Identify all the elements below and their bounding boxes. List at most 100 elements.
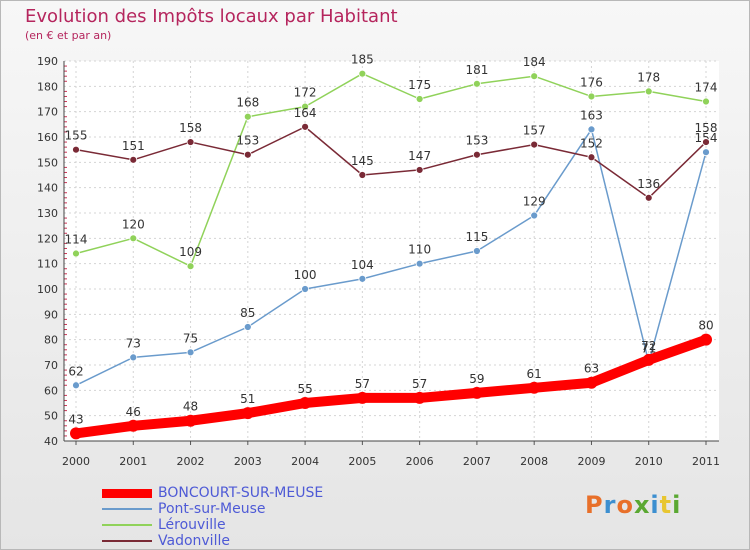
data-point-pont-sur-meuse bbox=[530, 211, 539, 220]
data-label-pont-sur-meuse: 85 bbox=[240, 306, 255, 320]
data-point-boncourt-sur-meuse bbox=[184, 414, 197, 427]
data-point-pont-sur-meuse bbox=[473, 247, 481, 255]
legend-label: BONCOURT-SUR-MEUSE bbox=[158, 485, 324, 501]
y-tick-label: 110 bbox=[37, 258, 58, 271]
y-tick-label: 180 bbox=[37, 80, 58, 93]
data-label-boncourt-sur-meuse: 61 bbox=[527, 367, 542, 381]
data-label-vadonville: 136 bbox=[637, 177, 660, 191]
data-label-lerouville: 120 bbox=[122, 217, 145, 231]
logo-letter: i bbox=[650, 491, 660, 519]
data-label-pont-sur-meuse: 73 bbox=[126, 336, 141, 350]
data-label-boncourt-sur-meuse: 48 bbox=[183, 400, 198, 414]
data-point-boncourt-sur-meuse bbox=[585, 376, 598, 389]
data-label-boncourt-sur-meuse: 80 bbox=[698, 319, 713, 333]
data-label-vadonville: 158 bbox=[695, 121, 718, 135]
data-label-lerouville: 181 bbox=[465, 63, 488, 77]
data-point-pont-sur-meuse bbox=[301, 285, 309, 293]
legend-swatch bbox=[102, 508, 152, 510]
y-tick-label: 150 bbox=[37, 156, 58, 169]
data-label-vadonville: 158 bbox=[179, 121, 202, 135]
x-tick-label: 2004 bbox=[291, 455, 319, 468]
chart-title: Evolution des Impôts locaux par Habitant bbox=[25, 6, 398, 27]
data-point-vadonville bbox=[129, 155, 138, 164]
data-label-vadonville: 157 bbox=[523, 124, 546, 138]
data-label-pont-sur-meuse: 100 bbox=[294, 268, 317, 282]
data-point-vadonville bbox=[186, 138, 195, 146]
legend-swatch bbox=[102, 540, 152, 542]
data-point-lerouville bbox=[644, 87, 653, 96]
data-point-vadonville bbox=[358, 171, 367, 179]
data-label-boncourt-sur-meuse: 51 bbox=[240, 392, 255, 406]
logo-letter: o bbox=[616, 491, 634, 519]
data-point-lerouville bbox=[72, 249, 80, 258]
legend-item: Pont-sur-Meuse bbox=[102, 501, 265, 517]
data-point-vadonville bbox=[473, 150, 481, 159]
data-label-lerouville: 185 bbox=[351, 53, 374, 67]
data-label-vadonville: 153 bbox=[236, 134, 259, 148]
data-point-pont-sur-meuse bbox=[415, 259, 424, 268]
data-point-lerouville bbox=[358, 69, 367, 78]
legend-swatch bbox=[102, 488, 152, 498]
y-tick-label: 70 bbox=[44, 359, 58, 372]
data-label-vadonville: 152 bbox=[580, 136, 603, 150]
logo-letter: i bbox=[672, 491, 682, 519]
data-point-boncourt-sur-meuse bbox=[700, 333, 712, 346]
series-line-boncourt-sur-meuse bbox=[71, 334, 711, 439]
series-line-lerouville bbox=[75, 72, 707, 267]
data-point-boncourt-sur-meuse bbox=[127, 419, 140, 432]
data-point-lerouville bbox=[702, 97, 710, 106]
y-tick-label: 190 bbox=[37, 55, 58, 68]
data-label-pont-sur-meuse: 62 bbox=[68, 364, 83, 378]
x-tick-label: 2000 bbox=[62, 455, 90, 468]
x-tick-label: 2002 bbox=[177, 455, 205, 468]
y-tick-label: 120 bbox=[37, 232, 58, 245]
x-tick-label: 2006 bbox=[406, 455, 434, 468]
y-tick-label: 170 bbox=[37, 106, 58, 119]
data-label-pont-sur-meuse: 104 bbox=[351, 258, 374, 272]
y-tick-label: 50 bbox=[44, 410, 58, 423]
data-label-boncourt-sur-meuse: 46 bbox=[126, 405, 141, 419]
data-label-boncourt-sur-meuse: 59 bbox=[469, 372, 484, 386]
data-label-vadonville: 155 bbox=[65, 129, 88, 143]
data-point-lerouville bbox=[243, 112, 252, 121]
y-tick-label: 80 bbox=[44, 334, 58, 347]
data-label-pont-sur-meuse: 115 bbox=[465, 230, 488, 244]
data-label-pont-sur-meuse: 163 bbox=[580, 108, 603, 122]
data-label-lerouville: 176 bbox=[580, 75, 603, 89]
y-tick-label: 130 bbox=[37, 207, 58, 220]
x-tick-label: 2003 bbox=[234, 455, 262, 468]
data-point-boncourt-sur-meuse bbox=[413, 391, 426, 404]
data-point-vadonville bbox=[702, 138, 710, 146]
data-label-lerouville: 175 bbox=[408, 78, 431, 92]
data-point-boncourt-sur-meuse bbox=[642, 353, 655, 366]
legend-item: Lérouville bbox=[102, 517, 226, 533]
data-label-lerouville: 172 bbox=[294, 86, 317, 100]
data-point-boncourt-sur-meuse bbox=[470, 386, 483, 399]
data-point-vadonville bbox=[587, 153, 596, 162]
data-label-pont-sur-meuse: 71 bbox=[641, 341, 656, 355]
data-label-lerouville: 109 bbox=[179, 245, 202, 259]
data-label-boncourt-sur-meuse: 57 bbox=[412, 377, 427, 391]
data-point-pont-sur-meuse bbox=[587, 125, 596, 134]
y-tick-label: 90 bbox=[44, 308, 58, 321]
data-point-boncourt-sur-meuse bbox=[70, 427, 82, 440]
x-tick-label: 2001 bbox=[119, 455, 147, 468]
data-label-vadonville: 153 bbox=[465, 134, 488, 148]
x-tick-label: 2007 bbox=[463, 455, 491, 468]
data-point-lerouville bbox=[473, 79, 481, 88]
data-label-boncourt-sur-meuse: 55 bbox=[297, 382, 312, 396]
data-label-lerouville: 178 bbox=[637, 70, 660, 84]
series-line-vadonville bbox=[75, 126, 707, 199]
series-line-pont-sur-meuse bbox=[75, 128, 707, 387]
data-label-vadonville: 151 bbox=[122, 139, 145, 153]
data-point-lerouville bbox=[587, 92, 596, 101]
data-point-lerouville bbox=[301, 102, 309, 111]
legend-label: Pont-sur-Meuse bbox=[158, 501, 266, 517]
data-label-boncourt-sur-meuse: 63 bbox=[584, 362, 599, 376]
data-label-lerouville: 168 bbox=[236, 96, 259, 110]
data-point-boncourt-sur-meuse bbox=[356, 391, 369, 404]
data-point-boncourt-sur-meuse bbox=[528, 381, 541, 394]
data-label-vadonville: 147 bbox=[408, 149, 431, 163]
x-tick-label: 2010 bbox=[635, 455, 663, 468]
